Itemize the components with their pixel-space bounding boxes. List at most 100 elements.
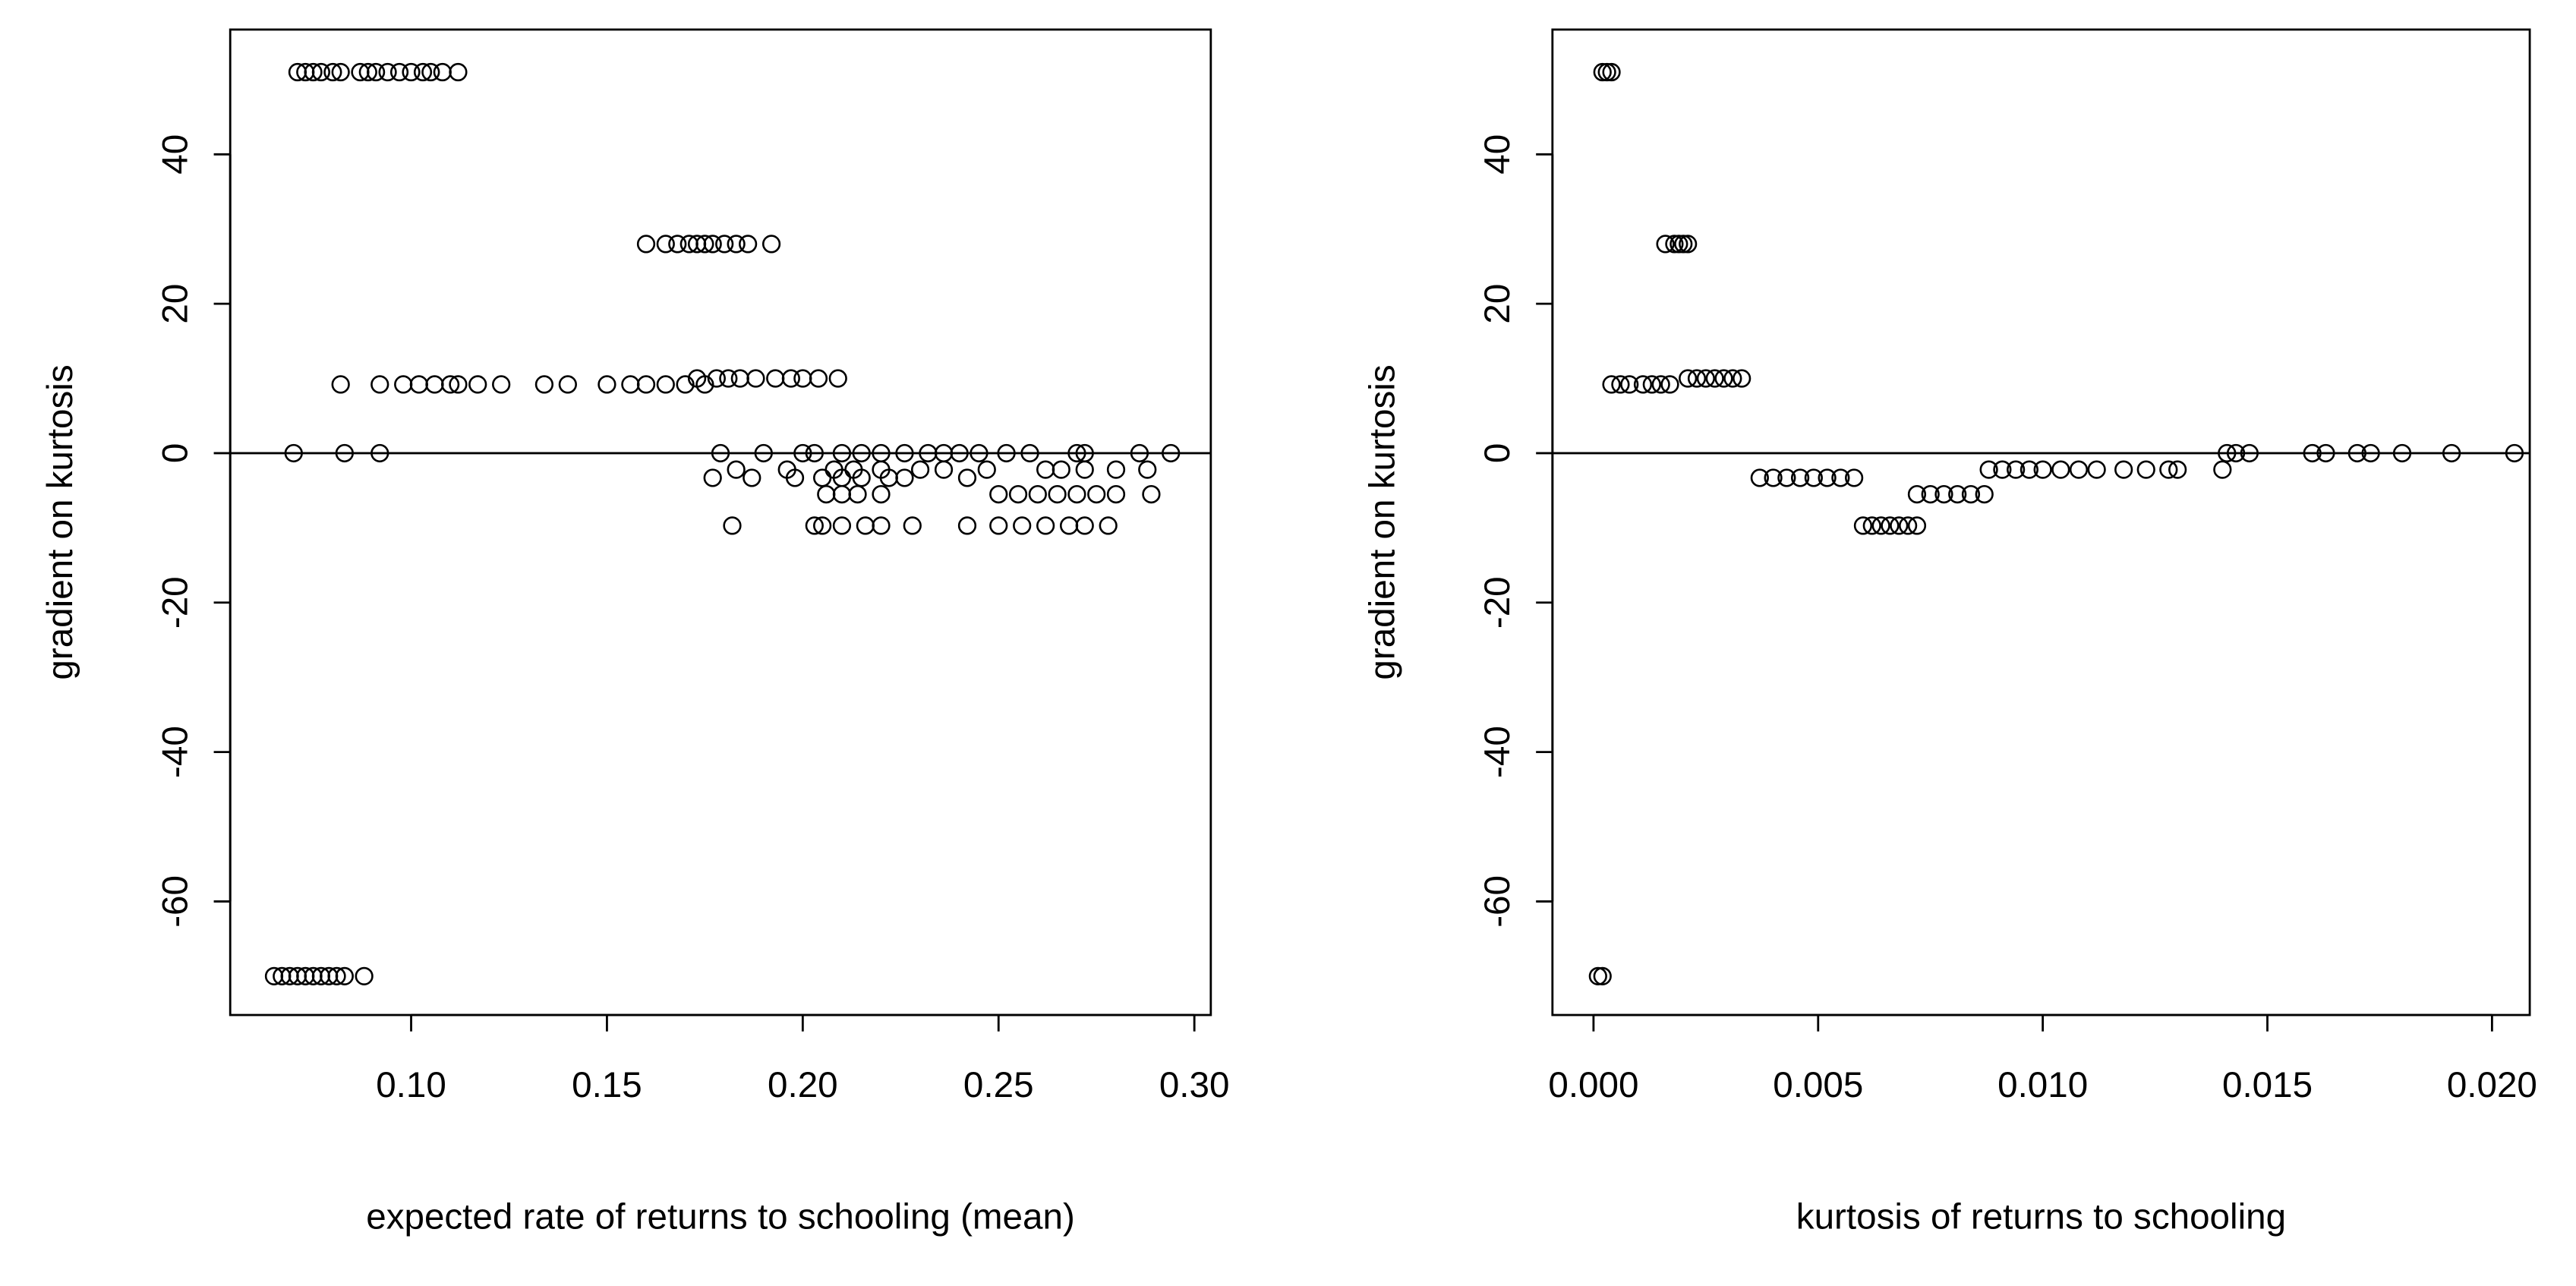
point	[394, 375, 413, 394]
point	[825, 460, 843, 479]
point	[2303, 443, 2322, 463]
point	[903, 516, 922, 535]
point	[1764, 468, 1783, 487]
point	[1620, 375, 1639, 394]
point	[1138, 460, 1157, 479]
y-axis-title: gradient on kurtosis	[1363, 364, 1403, 679]
point	[492, 375, 511, 394]
point	[2051, 460, 2070, 479]
point	[1934, 484, 1953, 504]
point	[1665, 235, 1684, 254]
x-axis-title: kurtosis of returns to schooling	[1796, 1196, 2286, 1237]
point	[370, 443, 389, 463]
point	[1099, 516, 1118, 535]
point	[844, 460, 863, 479]
point	[355, 966, 374, 985]
point	[1679, 235, 1698, 254]
point	[1696, 369, 1715, 388]
point	[304, 62, 323, 82]
point	[468, 375, 487, 394]
point	[323, 62, 342, 82]
point	[2392, 443, 2412, 463]
point	[636, 235, 656, 254]
point	[703, 468, 722, 487]
point	[832, 443, 852, 463]
point	[335, 966, 354, 985]
point	[1687, 369, 1707, 388]
point	[402, 62, 421, 82]
point	[809, 369, 828, 388]
y-tick-label: 40	[1477, 134, 1518, 175]
point	[1804, 468, 1823, 487]
point	[656, 375, 675, 394]
point	[1075, 460, 1094, 479]
point	[970, 443, 988, 463]
point	[1899, 516, 1918, 535]
point	[813, 516, 832, 535]
point	[703, 235, 722, 254]
point	[1862, 516, 1881, 535]
point	[910, 460, 930, 479]
point	[358, 62, 377, 82]
point	[558, 375, 577, 394]
point	[1651, 375, 1670, 394]
point	[872, 484, 891, 504]
point	[668, 235, 687, 254]
point	[2168, 460, 2187, 479]
point	[781, 369, 800, 388]
point	[2226, 443, 2246, 463]
point	[2505, 443, 2524, 463]
point	[977, 460, 996, 479]
point	[1020, 443, 1039, 463]
point	[1818, 468, 1837, 487]
point	[1733, 369, 1751, 388]
point	[2007, 460, 2026, 479]
point	[872, 460, 891, 479]
point	[389, 62, 409, 82]
point	[687, 369, 707, 388]
point	[1907, 516, 1927, 535]
y-tick-label: -40	[1477, 726, 1518, 778]
y-axis-title: gradient on kurtosis	[40, 364, 80, 679]
point	[1714, 369, 1733, 388]
plot-frame	[229, 28, 1212, 1017]
point	[1611, 375, 1630, 394]
point	[1593, 62, 1612, 82]
point	[813, 468, 832, 487]
point	[1656, 235, 1675, 254]
point	[1853, 516, 1873, 535]
point	[1602, 62, 1621, 82]
point	[832, 484, 852, 504]
point	[1979, 460, 1998, 479]
point	[1881, 516, 1900, 535]
y-tick-label: 0	[1477, 443, 1518, 463]
point	[2347, 443, 2366, 463]
x-tick-label: 0.25	[963, 1065, 1034, 1105]
point	[852, 443, 871, 463]
point	[695, 235, 714, 254]
x-tick-label: 0.30	[1159, 1065, 1230, 1105]
y-tick-label: 20	[1477, 284, 1518, 324]
y-tick-label: -60	[156, 875, 196, 928]
point	[805, 443, 824, 463]
x-tick-label: 0.20	[768, 1065, 838, 1105]
point	[1588, 966, 1607, 985]
point	[1130, 443, 1149, 463]
point	[2442, 443, 2461, 463]
point	[284, 443, 303, 463]
point	[1890, 516, 1909, 535]
point	[848, 484, 867, 504]
point	[1052, 460, 1070, 479]
point	[1871, 516, 1890, 535]
y-tick-label: -20	[1477, 576, 1518, 629]
point	[934, 460, 954, 479]
point	[413, 62, 433, 82]
point	[723, 516, 742, 535]
point	[743, 468, 761, 487]
y-tick-label: -60	[1477, 875, 1518, 928]
point	[1067, 443, 1086, 463]
point	[1597, 62, 1616, 82]
point	[433, 62, 452, 82]
point	[2114, 460, 2133, 479]
